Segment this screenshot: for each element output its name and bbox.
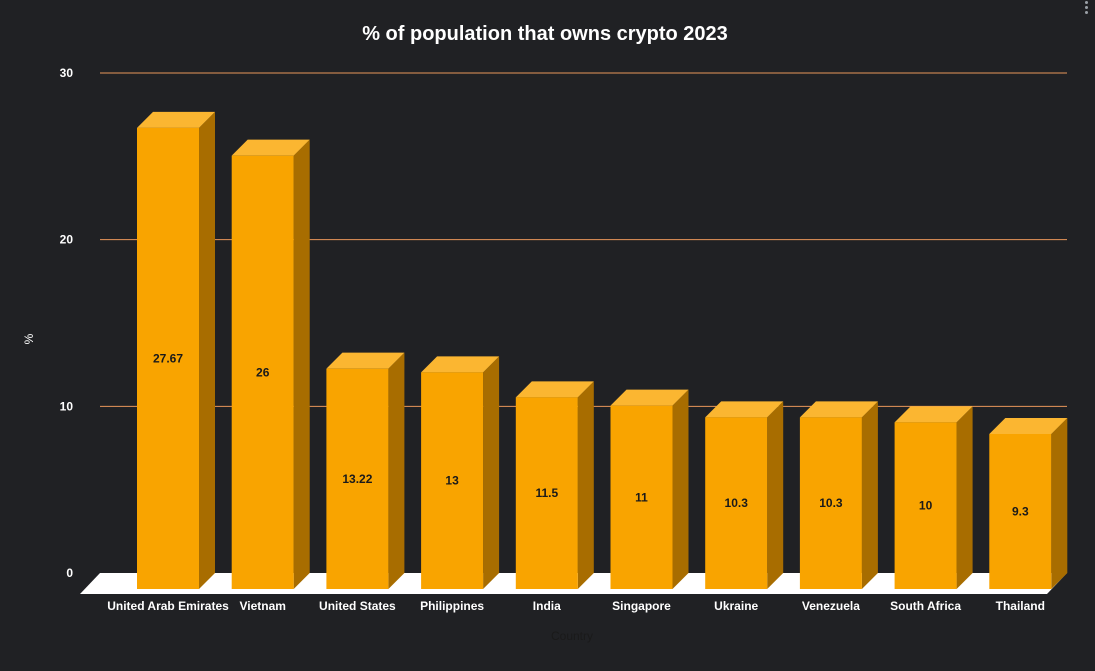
bar-front xyxy=(515,397,578,589)
bar-top xyxy=(894,406,973,423)
x-tick-label: Singapore xyxy=(612,599,671,613)
data-label: 26 xyxy=(256,365,270,379)
bar[interactable] xyxy=(799,401,878,589)
data-label: 10.3 xyxy=(725,496,749,510)
bar-top xyxy=(421,356,500,373)
x-tick-label: Thailand xyxy=(996,599,1045,613)
y-tick-label: 10 xyxy=(60,399,74,413)
x-tick-label: Ukraine xyxy=(714,599,758,613)
more-vert-icon[interactable] xyxy=(1083,0,1089,16)
bar[interactable] xyxy=(231,139,310,589)
x-tick-label: United States xyxy=(319,599,396,613)
bar-side xyxy=(388,352,405,589)
bar[interactable] xyxy=(515,381,594,589)
x-tick-label: South Africa xyxy=(890,599,961,613)
bar[interactable] xyxy=(705,401,784,589)
x-tick-label: India xyxy=(533,599,561,613)
bar-side xyxy=(577,381,594,589)
data-label: 13 xyxy=(445,474,459,488)
bar[interactable] xyxy=(137,111,215,589)
data-label: 9.3 xyxy=(1012,505,1029,519)
bar-top xyxy=(705,401,784,418)
data-label: 10.3 xyxy=(819,496,843,510)
bar-top xyxy=(231,139,310,156)
bar[interactable] xyxy=(989,418,1068,589)
bar-front xyxy=(231,155,294,589)
bar-side xyxy=(861,401,878,589)
x-tick-label: Venezuela xyxy=(802,599,860,613)
y-axis-label: % xyxy=(22,333,36,344)
bar-side xyxy=(1051,418,1068,589)
bar-side xyxy=(672,389,689,589)
x-axis-label: Country xyxy=(551,629,593,643)
bar-top xyxy=(799,401,878,418)
bar[interactable] xyxy=(326,352,405,589)
data-label: 11 xyxy=(635,490,648,504)
bar-front xyxy=(326,368,389,589)
x-tick-label: Philippines xyxy=(420,599,484,613)
data-label: 13.22 xyxy=(342,472,372,486)
x-tick-label: Vietnam xyxy=(239,599,285,613)
bar-front xyxy=(799,417,862,589)
bar-top xyxy=(989,418,1068,434)
bar[interactable] xyxy=(610,389,689,589)
bar-front xyxy=(894,422,957,589)
bar-side xyxy=(483,356,500,589)
y-tick-label: 0 xyxy=(66,566,73,580)
data-label: 10 xyxy=(919,499,933,513)
bar-top xyxy=(326,352,405,369)
data-label: 11.5 xyxy=(535,486,558,500)
bar[interactable] xyxy=(421,356,500,589)
data-label: 27.67 xyxy=(153,351,183,365)
x-tick-label: United Arab Emirates xyxy=(107,599,229,613)
bar-top xyxy=(610,389,689,406)
bar-front xyxy=(705,417,768,589)
bar-side xyxy=(293,139,310,589)
bar-front xyxy=(989,434,1052,589)
y-tick-label: 30 xyxy=(60,66,74,80)
bar-side xyxy=(767,401,784,589)
y-tick-label: 20 xyxy=(60,233,74,247)
bar-front xyxy=(137,127,199,589)
bar-front xyxy=(610,405,673,589)
bar-top xyxy=(137,111,215,128)
bar-front xyxy=(421,372,484,589)
bar-top xyxy=(515,381,594,398)
bar[interactable] xyxy=(894,406,973,589)
bar-side xyxy=(956,406,973,589)
chart-title: % of population that owns crypto 2023 xyxy=(362,23,728,45)
bar-side xyxy=(199,111,215,589)
